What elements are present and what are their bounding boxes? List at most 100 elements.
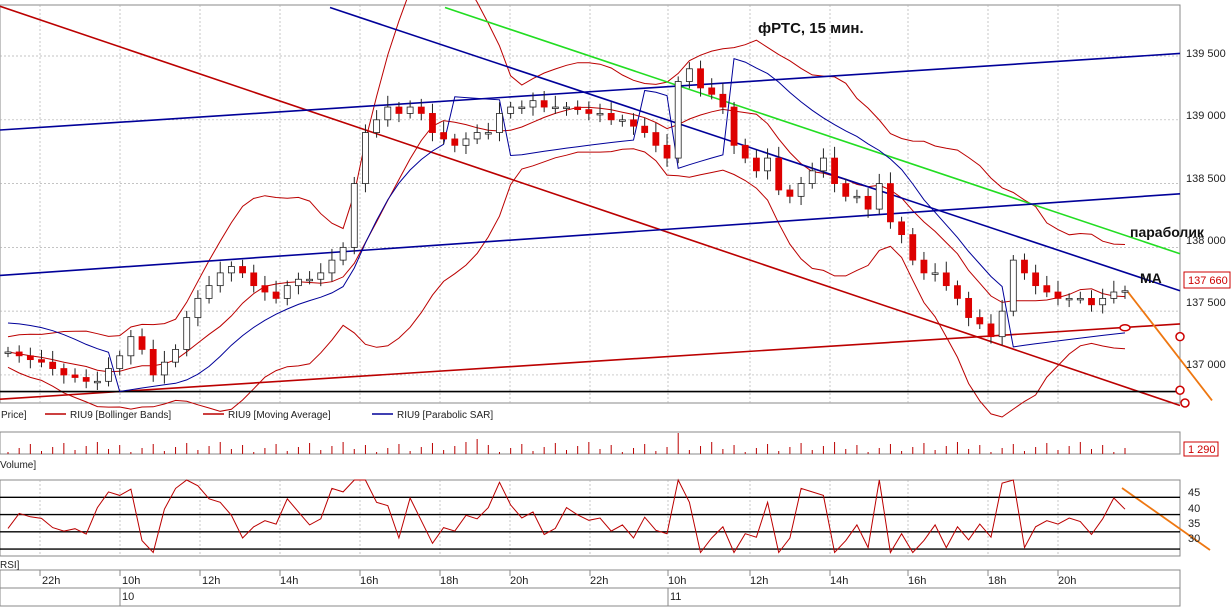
candle-body [272,291,280,299]
forecast-arrow [1127,291,1213,401]
time-tick: 20h [1058,575,1076,587]
candle-body [730,106,738,146]
candle-body [641,125,649,133]
lower-blue-channel [0,192,1181,277]
rsi-path [7,478,1126,554]
candle-body [82,377,90,382]
candle-body [797,183,805,197]
candle-body [216,272,224,287]
time-tick: 16h [908,575,926,587]
candle-body [183,317,191,350]
legend-price: Price] [1,410,27,421]
candle-body [429,113,436,133]
volume-panel [0,431,1181,455]
candle-body [160,361,168,376]
candle-body [339,246,347,261]
legend-bollinger: RIU9 [Bollinger Bands] [70,410,171,421]
sar-line [7,57,1126,393]
candle-body [663,144,671,159]
price-marker [1175,331,1185,342]
rsi-axis: 45 40 35 30 [1188,487,1200,545]
candle-body [261,285,269,293]
candle-body [373,119,381,133]
candle-body [887,183,894,223]
candle-body [853,195,861,199]
bollinger-upper [7,0,1126,338]
candle-body [1088,297,1095,306]
candle-body [808,170,816,184]
candle-body [1099,297,1107,306]
candle-body [38,359,45,363]
time-tick: 22h [42,575,60,587]
rsi-tick: 30 [1188,533,1200,545]
rsi-label: RSI] [0,560,20,571]
candle-body [239,266,246,274]
candle-body [674,81,682,159]
candle-body [1076,297,1084,301]
candle-body [551,106,559,109]
candle-body [172,349,179,363]
upper-blue-channel [0,52,1181,131]
candle-body [741,144,749,159]
ma-annotation: МА [1140,270,1162,286]
price-tick: 139 000 [1186,110,1226,122]
chart-title: фРТС, 15 мин. [758,20,864,37]
candle-body [406,106,414,114]
candle-body [607,113,615,121]
candle-body [1054,291,1062,299]
price-tick: 137 500 [1186,297,1226,309]
time-tick: 10h [668,575,686,587]
candle-body [71,374,79,378]
candle-body [518,106,526,109]
candle-body [898,221,905,236]
candle-body [954,285,961,299]
volume-bars [7,433,1126,454]
candle-body [652,132,660,146]
price-marker [1180,398,1190,408]
price-tick: 139 500 [1186,48,1226,60]
rsi-tick: 45 [1188,487,1200,499]
candle-body [1065,297,1073,301]
volume-label: Volume] [0,460,36,471]
time-axis: 22h 10h 12h 14h 16h 18h 20h 22h 10h 12h … [42,575,1076,603]
time-tick: 12h [750,575,768,587]
time-tick: 14h [280,575,298,587]
volume-value: 1 290 [1188,444,1216,456]
candle-body [395,106,403,114]
stop-marker [1119,323,1131,332]
candle-body [49,361,57,369]
candle-body [306,278,313,282]
candle-body [194,297,202,318]
time-tick: 20h [510,575,528,587]
candle-body [384,106,392,121]
candle-body [138,336,146,350]
candle-body [685,68,693,82]
candle-body [149,349,157,376]
candle-body [1043,285,1051,293]
candle-body [987,323,995,338]
candle-body [440,132,448,140]
candle-body [764,157,771,172]
price-tick: 137 000 [1186,359,1226,371]
candle-body [540,100,548,108]
candle-body [507,106,515,114]
candle-body [708,87,716,95]
current-price-label: 137 660 [1188,275,1228,287]
time-tick: 16h [360,575,378,587]
candle-body [116,355,124,369]
candle-body [942,272,950,287]
volume-value-box [1183,441,1219,457]
candle-body [775,157,783,191]
candle-body [618,119,626,122]
rsi-tick: 35 [1188,518,1200,530]
candle-body [697,68,704,89]
candle-body [1021,259,1028,274]
time-tick: 22h [590,575,608,587]
candle-body [1110,291,1118,299]
candle-body [205,285,213,299]
trend-lines [0,5,1213,551]
candle-body [283,285,291,299]
candle-body [15,351,23,357]
